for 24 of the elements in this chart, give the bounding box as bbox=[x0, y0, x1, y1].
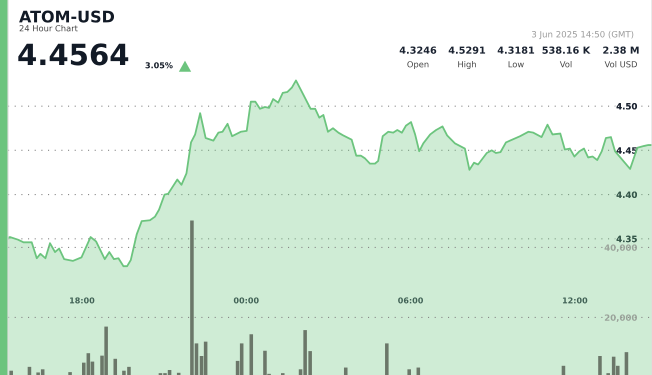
annotation: 4.5291 bbox=[448, 46, 486, 54]
text: 24 Hour Chart bbox=[20, 24, 78, 32]
x-tick-label: 06:00 bbox=[398, 297, 423, 304]
y2-tick-label: 40,000 bbox=[604, 244, 638, 252]
annotation: Vol USD bbox=[604, 60, 637, 68]
annotation: Vol bbox=[560, 60, 572, 68]
annotation: 3 Jun 2025 14:50 (GMT) bbox=[532, 30, 634, 40]
annotation: 4.3181 bbox=[498, 46, 534, 54]
annotation: High bbox=[458, 60, 476, 70]
annotation: Low bbox=[508, 61, 524, 68]
annotation: 2.38 M bbox=[603, 46, 639, 54]
y-tick-label: 4.40 bbox=[616, 191, 638, 198]
x-tick-label: 00:00 bbox=[234, 297, 259, 304]
y-tick-label: 4.50 bbox=[616, 103, 638, 110]
x-tick-label: 12:00 bbox=[562, 297, 588, 304]
annotation: 538.16 K bbox=[542, 46, 591, 54]
y2-tick-label: 20,000 bbox=[604, 314, 638, 322]
x-tick-label: 18:00 bbox=[70, 297, 94, 304]
text: ATOM-USD bbox=[19, 10, 114, 23]
annotation: 3.05% bbox=[146, 62, 173, 68]
annotation: 4.4564 bbox=[18, 43, 128, 66]
y-tick-label: 4.35 bbox=[616, 236, 637, 242]
annotation: Open bbox=[407, 61, 428, 70]
annotation: 4.3246 bbox=[400, 46, 436, 54]
